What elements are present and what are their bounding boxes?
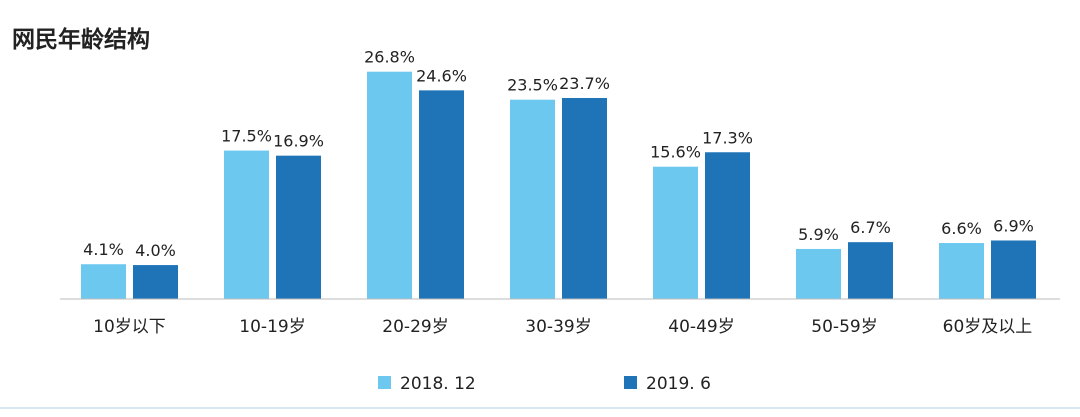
legend-swatch-0 [378, 376, 391, 389]
legend-swatch-1 [624, 376, 637, 389]
data-label: 15.6% [650, 143, 701, 162]
category-label: 50-59岁 [811, 317, 877, 337]
bar-2019-6-5 [848, 242, 893, 299]
category-label: 40-49岁 [668, 317, 734, 337]
data-label: 26.8% [364, 48, 415, 67]
footer-divider [0, 407, 1080, 409]
data-label: 16.9% [273, 132, 324, 151]
bars-layer [81, 71, 1036, 300]
bar-2019-6-3 [562, 97, 607, 299]
bar-2018-12-4 [653, 166, 698, 299]
bar-2018-12-2 [367, 71, 412, 300]
data-label: 6.9% [993, 216, 1034, 235]
data-label: 23.5% [507, 76, 558, 95]
bar-2018-12-3 [510, 99, 555, 300]
bar-2019-6-1 [276, 155, 321, 299]
category-label: 20-29岁 [382, 317, 448, 337]
chart-title: 网民年龄结构 [12, 26, 150, 53]
legend: 2018. 12 2019. 6 [378, 374, 711, 394]
bar-2018-12-1 [224, 150, 269, 299]
bar-2019-6-6 [991, 240, 1036, 299]
legend-label-1: 2019. 6 [646, 374, 711, 394]
bar-2019-6-0 [133, 265, 178, 299]
category-label: 10岁以下 [93, 317, 166, 337]
category-label: 10-19岁 [239, 317, 305, 337]
data-label: 5.9% [798, 225, 839, 244]
data-label: 17.5% [221, 127, 272, 146]
data-label: 17.3% [702, 128, 753, 147]
data-label: 6.7% [850, 218, 891, 237]
bar-2018-12-6 [939, 243, 984, 299]
data-label: 6.6% [941, 219, 982, 238]
category-label: 60岁及以上 [943, 317, 1033, 337]
labels-layer: 4.1% 4.0% 10岁以下 17.5% 16.9% 10-19岁 26.8%24.6% 2… [83, 48, 1034, 337]
data-label: 23.7% [559, 74, 610, 93]
data-label: 4.1% [83, 240, 124, 259]
category-label: 30-39岁 [525, 317, 591, 337]
data-label: 4.0% [135, 241, 176, 260]
bar-2019-6-2 [419, 90, 464, 299]
bar-2019-6-4 [705, 152, 750, 299]
bar-2018-12-5 [796, 248, 841, 299]
data-label: 24.6% [416, 66, 467, 85]
bar-2018-12-0 [81, 264, 126, 299]
legend-label-0: 2018. 12 [400, 374, 476, 394]
